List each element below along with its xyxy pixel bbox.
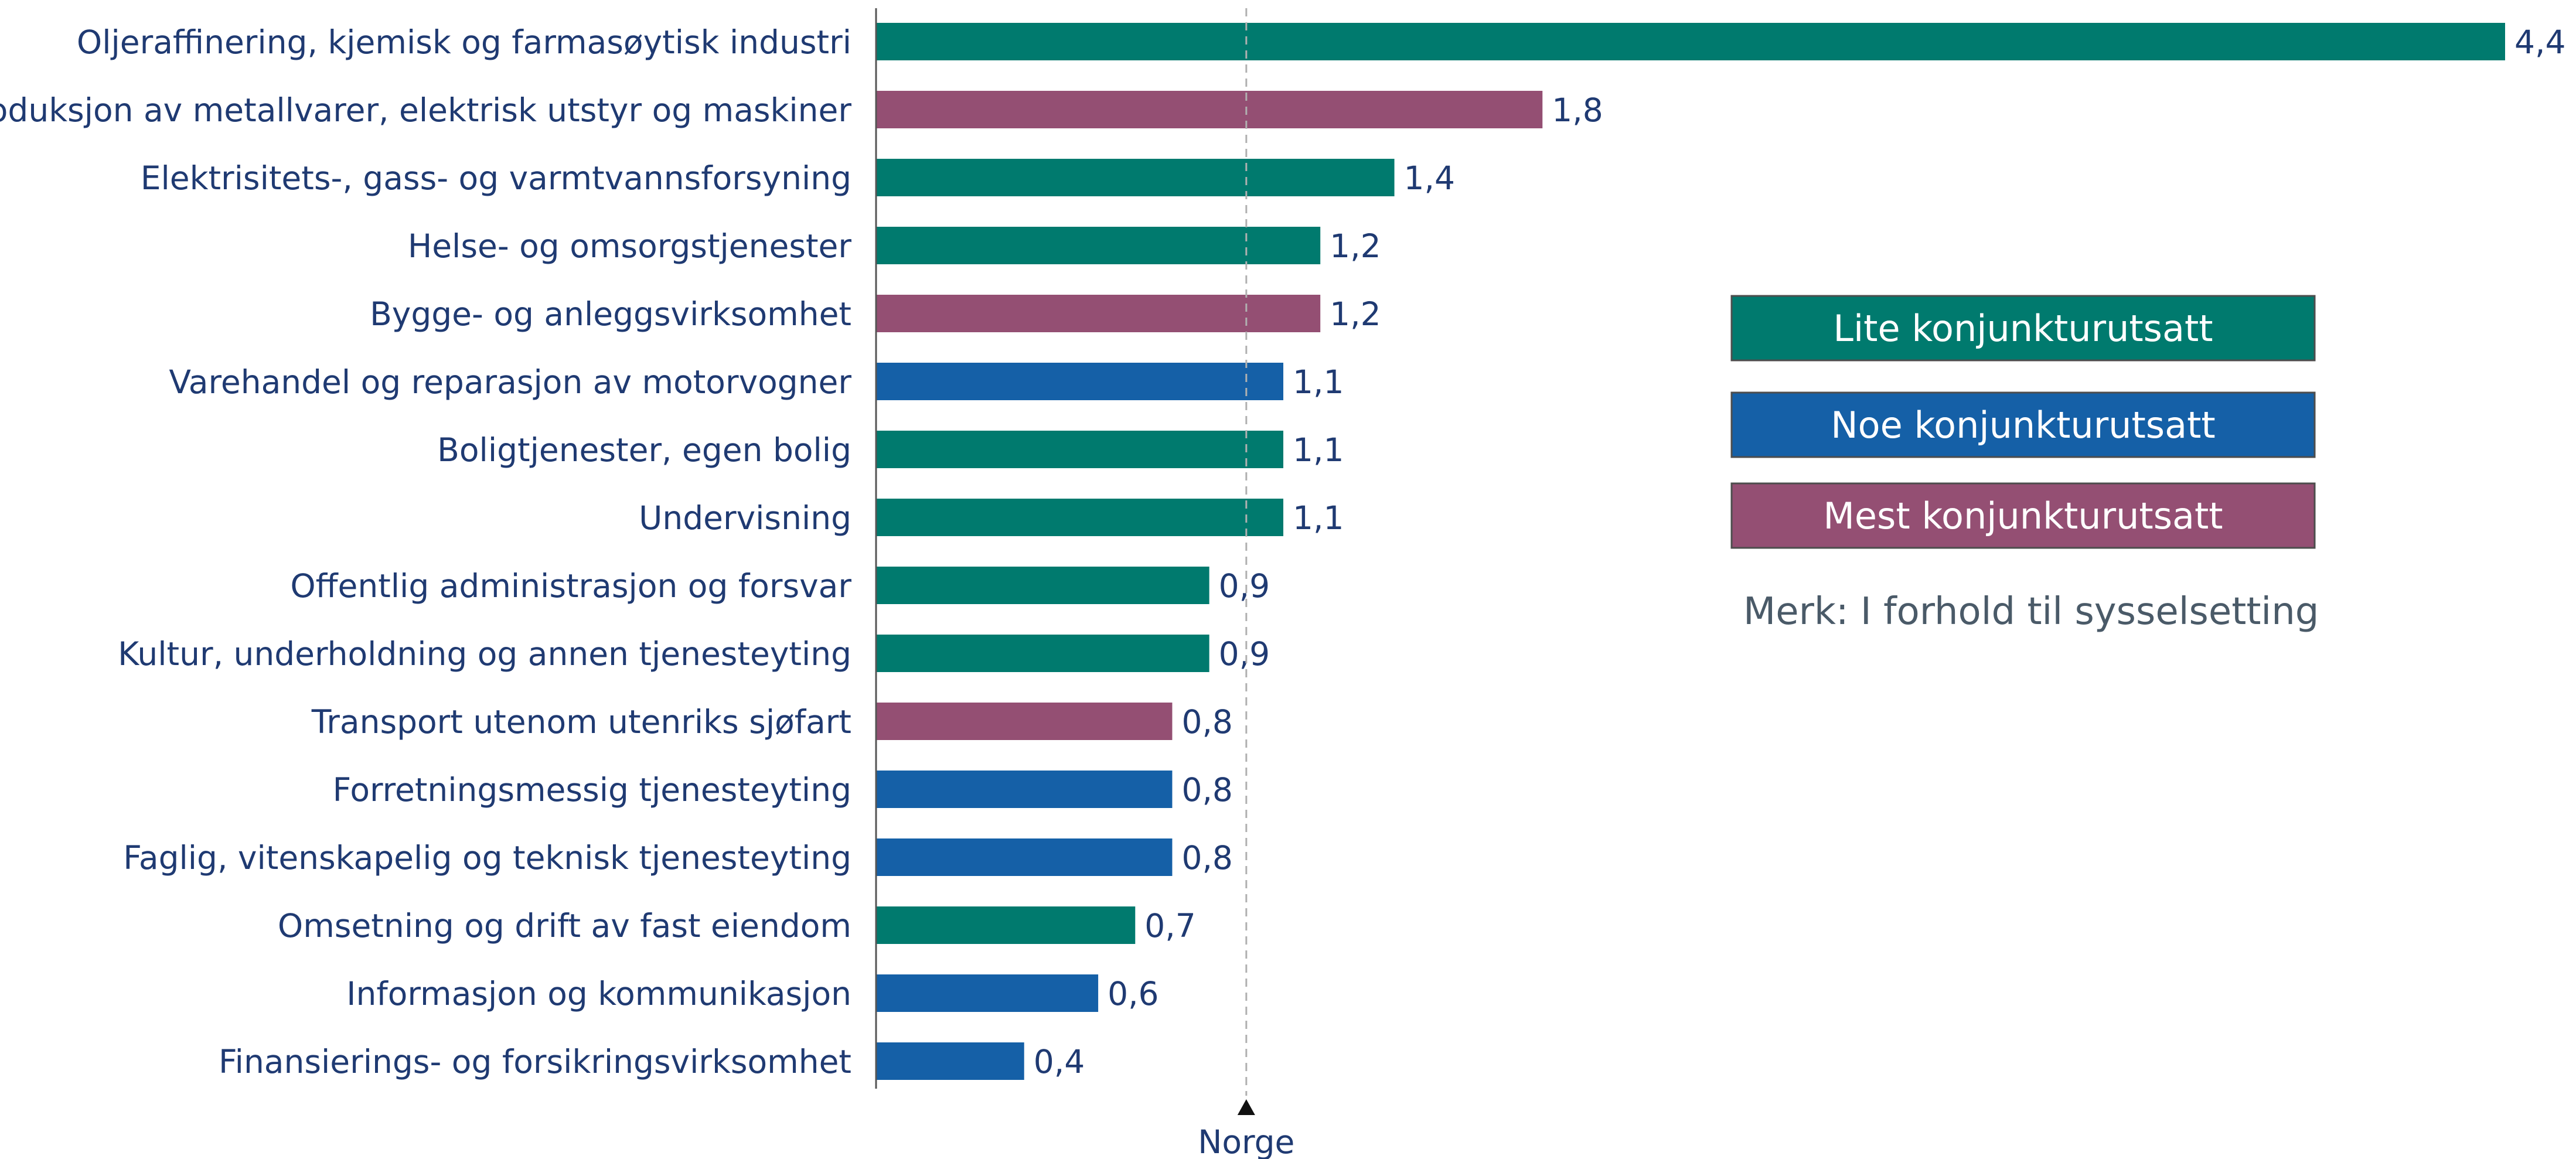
value-label: 1,1 — [1293, 499, 1344, 537]
category-label: Faglig, vitenskapelig og teknisk tjenest… — [123, 839, 851, 877]
value-label: 1,8 — [1552, 91, 1603, 129]
category-label: Varehandel og reparasjon av motorvogner — [169, 363, 851, 401]
value-label: 0,4 — [1034, 1043, 1085, 1080]
category-label: Transport utenom utenriks sjøfart — [311, 703, 851, 741]
value-label: 1,2 — [1330, 227, 1381, 265]
category-labels-group: Oljeraffinering, kjemisk og farmasøytisk… — [0, 23, 851, 1080]
legend-item-noe: Noe konjunkturutsatt — [1730, 391, 2316, 458]
bar — [876, 906, 1136, 944]
bar — [876, 91, 1543, 128]
value-labels-group: 4,4 1,8 1,4 1,2 1,2 1,1 1,1 1,1 0,9 0,9 0,8 0,8 0,8 0… — [1034, 23, 2566, 1080]
category-label: Kultur, underholdning og annen tjenestey… — [118, 635, 851, 673]
bars-group — [876, 23, 2505, 1080]
value-label: 0,9 — [1219, 635, 1270, 673]
legend-swatch — [1730, 391, 2316, 458]
legend-label: Noe konjunkturutsatt — [1831, 404, 2215, 446]
bar — [876, 567, 1209, 604]
bar — [876, 159, 1395, 196]
value-label: 1,2 — [1330, 295, 1381, 333]
category-label: Produksjon av metallvarer, elektrisk uts… — [0, 91, 851, 129]
bar — [876, 227, 1321, 264]
bar — [876, 295, 1321, 332]
value-label: 0,8 — [1181, 839, 1232, 877]
norge-marker-triangle — [1237, 1099, 1255, 1115]
category-label: Boligtjenester, egen bolig — [437, 431, 851, 469]
bar — [876, 363, 1283, 400]
bar — [876, 771, 1173, 808]
legend-label: Lite konjunkturutsatt — [1833, 307, 2213, 350]
legend-item-mest: Mest konjunkturutsatt — [1730, 482, 2316, 549]
value-label: 1,4 — [1404, 159, 1455, 197]
category-label: Informasjon og kommunikasjon — [346, 975, 851, 1013]
category-label: Omsetning og drift av fast eiendom — [278, 907, 851, 945]
category-label: Offentlig administrasjon og forsvar — [290, 567, 851, 605]
legend-label: Mest konjunkturutsatt — [1823, 495, 2223, 537]
bar — [876, 703, 1173, 740]
bar — [876, 974, 1099, 1012]
value-label: 1,1 — [1293, 431, 1344, 469]
category-label: Undervisning — [639, 499, 851, 537]
value-label: 0,7 — [1144, 907, 1195, 945]
norge-reference-label: Norge — [1198, 1123, 1294, 1159]
category-label: Helse- og omsorgstjenester — [408, 227, 852, 265]
bar — [876, 431, 1283, 468]
legend-swatch — [1730, 295, 2316, 362]
bar — [876, 23, 2505, 60]
category-label: Forretningsmessig tjenesteyting — [333, 771, 851, 809]
bar — [876, 499, 1283, 536]
value-label: 4,4 — [2514, 23, 2565, 61]
chart-note: Merk: I forhold til sysselsetting — [1743, 590, 2319, 633]
legend-item-lite: Lite konjunkturutsatt — [1730, 295, 2316, 362]
bar — [876, 635, 1209, 672]
bar — [876, 1042, 1024, 1080]
category-label: Bygge- og anleggsvirksomhet — [370, 295, 851, 333]
legend-swatch — [1730, 482, 2316, 549]
legend: Lite konjunkturutsatt Noe konjunkturutsat… — [1730, 295, 2316, 549]
bar — [876, 838, 1173, 876]
category-label: Oljeraffinering, kjemisk og farmasøytisk… — [77, 23, 851, 61]
value-label: 0,9 — [1219, 567, 1270, 605]
value-label: 0,8 — [1181, 703, 1232, 741]
category-label: Finansierings- og forsikringsvirksomhet — [219, 1043, 851, 1080]
value-label: 0,6 — [1108, 975, 1158, 1013]
category-label: Elektrisitets-, gass- og varmtvannsforsy… — [141, 159, 851, 197]
value-label: 0,8 — [1181, 771, 1232, 809]
value-label: 1,1 — [1293, 363, 1344, 401]
